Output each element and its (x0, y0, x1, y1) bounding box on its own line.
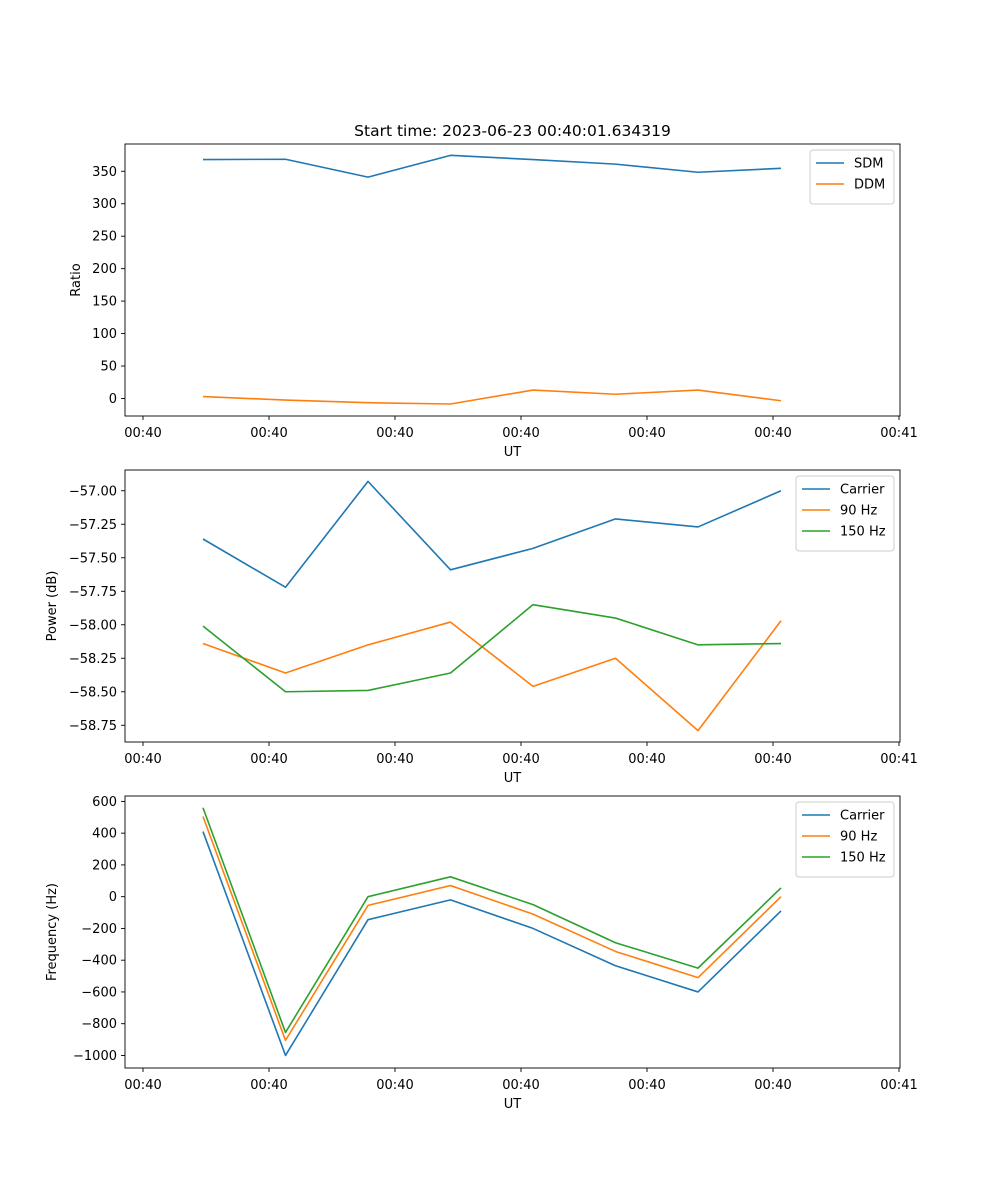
series-line-carrier (202, 480, 782, 589)
x-tick-label: 00:40 (250, 752, 287, 767)
panels: 00:40 00:40 00:40 00:40 00:40 00:40 00:41 UT 0 50… (45, 143, 918, 1112)
x-tick-label: 00:40 (376, 426, 413, 441)
legend-label: SDM (854, 157, 883, 172)
y-tick-label: 200 (92, 262, 117, 277)
y-tick-label: −57.75 (69, 585, 117, 600)
y-tick-label: −57.50 (69, 551, 117, 566)
x-tick-label: 00:40 (628, 1078, 665, 1093)
legend-label: 90 Hz (840, 504, 877, 519)
chart-panel-3: 00:40 00:40 00:40 00:40 00:40 00:40 00:41 UT −10… (45, 795, 918, 1112)
y-tick-label: −600 (81, 985, 117, 1000)
x-tick-label: 00:40 (754, 1078, 791, 1093)
series-line-ddm (202, 389, 782, 405)
x-tick-label: 00:40 (502, 752, 539, 767)
x-tick-label: 00:40 (628, 426, 665, 441)
y-axis-label: Frequency (Hz) (45, 883, 60, 981)
legend-label: 150 Hz (840, 851, 886, 866)
x-tick-label: 00:40 (124, 752, 161, 767)
y-tick-label: 0 (109, 392, 117, 407)
y-tick-label: −200 (81, 922, 117, 937)
legend-box (795, 475, 895, 552)
legend-label: DDM (854, 178, 885, 193)
x-axis-label: UT (504, 445, 522, 460)
series-line-90-hz (202, 620, 782, 732)
y-tick-label: 250 (92, 230, 117, 245)
y-tick-label: 150 (92, 295, 117, 310)
y-tick-label: 600 (92, 795, 117, 810)
x-axis-label: UT (504, 771, 522, 786)
x-tick-label: 00:40 (628, 752, 665, 767)
x-tick-label: 00:40 (502, 1078, 539, 1093)
chart-panel-2: 00:40 00:40 00:40 00:40 00:40 00:40 00:41 UT −58… (45, 469, 918, 786)
y-tick-label: −58.25 (69, 652, 117, 667)
y-tick-label: 350 (92, 165, 117, 180)
series-line-sdm (202, 154, 782, 178)
y-tick-label: −58.50 (69, 685, 117, 700)
x-tick-label: 00:40 (502, 426, 539, 441)
y-tick-label: −1000 (73, 1049, 117, 1064)
series-line-90-hz (202, 816, 782, 1042)
y-tick-label: −800 (81, 1017, 117, 1032)
legend: Carrier 90 Hz 150 Hz (795, 801, 895, 878)
plot-frame (124, 469, 901, 743)
y-axis-label: Power (dB) (45, 571, 60, 642)
figure-title: Start time: 2023-06-23 00:40:01.634319 (354, 122, 671, 140)
y-tick-label: −57.00 (69, 484, 117, 499)
x-tick-label: 00:40 (754, 752, 791, 767)
series-line-150-hz (202, 807, 782, 1034)
x-tick-label: 00:40 (754, 426, 791, 441)
y-tick-label: 300 (92, 197, 117, 212)
x-tick-label: 00:40 (124, 426, 161, 441)
y-tick-label: −57.25 (69, 518, 117, 533)
y-tick-label: 200 (92, 858, 117, 873)
legend-label: 90 Hz (840, 830, 877, 845)
x-tick-label: 00:41 (880, 426, 917, 441)
plot-frame (124, 143, 901, 417)
y-tick-label: 100 (92, 327, 117, 342)
x-axis-label: UT (504, 1097, 522, 1112)
legend: Carrier 90 Hz 150 Hz (795, 475, 895, 552)
x-tick-label: 00:40 (250, 1078, 287, 1093)
chart-panel-1: 00:40 00:40 00:40 00:40 00:40 00:40 00:41 UT 0 50… (69, 143, 918, 460)
y-tick-label: 50 (100, 360, 117, 375)
legend-box (795, 801, 895, 878)
x-tick-label: 00:41 (880, 1078, 917, 1093)
y-axis-label: Ratio (69, 263, 84, 296)
y-tick-label: 0 (109, 890, 117, 905)
legend-label: 150 Hz (840, 525, 886, 540)
x-tick-label: 00:41 (880, 752, 917, 767)
series-line-150-hz (202, 603, 782, 693)
y-tick-label: −58.75 (69, 719, 117, 734)
y-tick-label: −400 (81, 954, 117, 969)
plot-frame (124, 795, 901, 1069)
x-tick-label: 00:40 (250, 426, 287, 441)
x-tick-label: 00:40 (376, 1078, 413, 1093)
legend-label: Carrier (840, 809, 885, 824)
legend: SDM DDM (809, 149, 895, 205)
x-tick-label: 00:40 (376, 752, 413, 767)
y-tick-label: −58.00 (69, 618, 117, 633)
legend-label: Carrier (840, 483, 885, 498)
series-line-carrier (202, 831, 782, 1057)
x-tick-label: 00:40 (124, 1078, 161, 1093)
y-tick-label: 400 (92, 827, 117, 842)
